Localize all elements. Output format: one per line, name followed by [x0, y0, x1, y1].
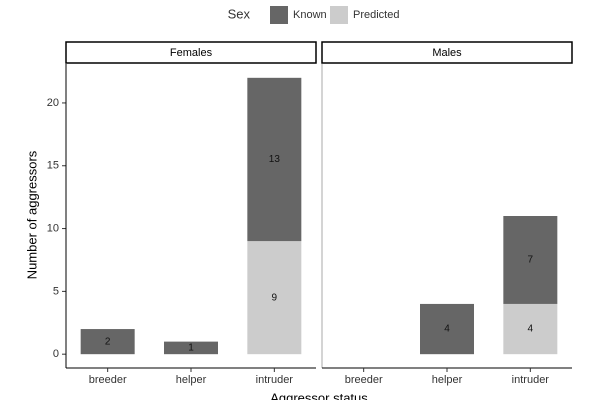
- legend-label: Known: [293, 9, 327, 21]
- x-axis-label: Aggressor status: [270, 390, 368, 400]
- bar: [503, 303, 558, 355]
- y-tick-label: 5: [53, 285, 59, 297]
- legend-title: Sex: [228, 6, 251, 21]
- bar: [420, 303, 474, 355]
- x-tick-label: helper: [176, 374, 207, 386]
- data-label: 9: [272, 292, 278, 303]
- bar: [503, 216, 558, 304]
- x-tick-label: helper: [432, 374, 463, 386]
- y-tick-label: 10: [47, 222, 59, 234]
- x-tick-label: intruder: [512, 374, 550, 386]
- facet-title: Females: [170, 47, 213, 59]
- x-tick-label: breeder: [345, 374, 383, 386]
- y-tick-label: 15: [47, 160, 59, 172]
- bar: [80, 329, 135, 355]
- data-label: 7: [528, 255, 534, 266]
- facet-strip: [65, 41, 317, 64]
- y-tick-label: 20: [47, 97, 59, 109]
- legend-key: [330, 6, 348, 24]
- y-axis-label: Number of aggressors: [24, 150, 39, 279]
- data-label: 4: [528, 324, 534, 335]
- bar: [247, 77, 302, 242]
- facet-title: Males: [432, 47, 462, 59]
- data-label: 1: [188, 343, 194, 354]
- data-label: 4: [444, 324, 450, 335]
- data-label: 2: [105, 336, 111, 347]
- data-label: 13: [269, 154, 281, 165]
- x-tick-label: breeder: [89, 374, 127, 386]
- legend-key: [270, 6, 288, 24]
- legend-label: Predicted: [353, 9, 399, 21]
- bar: [247, 241, 302, 355]
- facet-strip: [321, 41, 573, 64]
- x-tick-label: intruder: [256, 374, 294, 386]
- y-tick-label: 0: [53, 348, 59, 360]
- bar: [164, 341, 218, 355]
